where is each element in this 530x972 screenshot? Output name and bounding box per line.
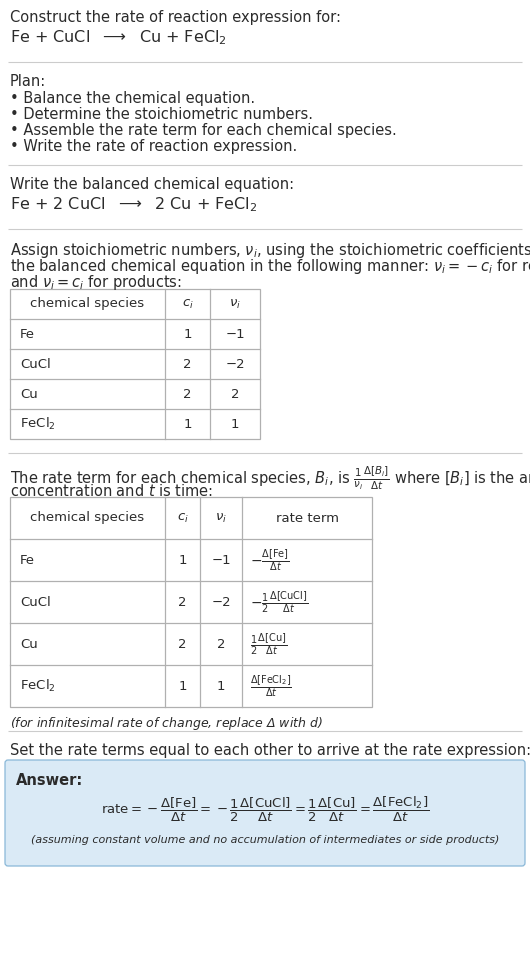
Text: $\nu_i$: $\nu_i$: [229, 297, 241, 310]
Text: • Assemble the rate term for each chemical species.: • Assemble the rate term for each chemic…: [10, 123, 397, 138]
Text: $\frac{1}{2}\frac{\Delta[\mathrm{Cu}]}{\Delta t}$: $\frac{1}{2}\frac{\Delta[\mathrm{Cu}]}{\…: [250, 631, 287, 657]
Text: (for infinitesimal rate of change, replace Δ with $d$): (for infinitesimal rate of change, repla…: [10, 715, 323, 732]
Text: • Write the rate of reaction expression.: • Write the rate of reaction expression.: [10, 139, 297, 154]
Text: 2: 2: [183, 388, 192, 400]
Text: $-\frac{1}{2}\frac{\Delta[\mathrm{CuCl}]}{\Delta t}$: $-\frac{1}{2}\frac{\Delta[\mathrm{CuCl}]…: [250, 589, 308, 615]
Text: CuCl: CuCl: [20, 358, 51, 370]
Text: 2: 2: [231, 388, 239, 400]
Text: Fe: Fe: [20, 553, 35, 567]
Text: Fe + CuCl  $\longrightarrow$  Cu + FeCl$_2$: Fe + CuCl $\longrightarrow$ Cu + FeCl$_2…: [10, 28, 227, 47]
Text: CuCl: CuCl: [20, 596, 51, 608]
Text: 2: 2: [183, 358, 192, 370]
Text: Cu: Cu: [20, 638, 38, 650]
Text: 1: 1: [217, 679, 225, 692]
Text: the balanced chemical equation in the following manner: $\nu_i = -c_i$ for react: the balanced chemical equation in the fo…: [10, 257, 530, 276]
Text: Fe + 2 CuCl  $\longrightarrow$  2 Cu + FeCl$_2$: Fe + 2 CuCl $\longrightarrow$ 2 Cu + FeC…: [10, 195, 257, 214]
Text: 1: 1: [183, 328, 192, 340]
Text: 2: 2: [217, 638, 225, 650]
Text: rate term: rate term: [276, 511, 339, 525]
Text: −2: −2: [225, 358, 245, 370]
FancyBboxPatch shape: [5, 760, 525, 866]
Text: and $\nu_i = c_i$ for products:: and $\nu_i = c_i$ for products:: [10, 273, 182, 292]
Text: • Balance the chemical equation.: • Balance the chemical equation.: [10, 91, 255, 106]
Text: Construct the rate of reaction expression for:: Construct the rate of reaction expressio…: [10, 10, 341, 25]
Text: • Determine the stoichiometric numbers.: • Determine the stoichiometric numbers.: [10, 107, 313, 122]
Text: 2: 2: [178, 638, 187, 650]
Text: (assuming constant volume and no accumulation of intermediates or side products): (assuming constant volume and no accumul…: [31, 835, 499, 845]
Text: 1: 1: [178, 553, 187, 567]
Text: concentration and $t$ is time:: concentration and $t$ is time:: [10, 483, 213, 499]
Text: Set the rate terms equal to each other to arrive at the rate expression:: Set the rate terms equal to each other t…: [10, 743, 530, 758]
Text: Plan:: Plan:: [10, 74, 46, 89]
Text: Cu: Cu: [20, 388, 38, 400]
Text: FeCl$_2$: FeCl$_2$: [20, 416, 56, 432]
Text: −1: −1: [225, 328, 245, 340]
Text: The rate term for each chemical species, $B_i$, is $\frac{1}{\nu_i}\frac{\Delta[: The rate term for each chemical species,…: [10, 465, 530, 493]
Text: Answer:: Answer:: [16, 773, 83, 788]
Text: 1: 1: [178, 679, 187, 692]
Text: $\nu_i$: $\nu_i$: [215, 511, 227, 525]
Text: chemical species: chemical species: [30, 511, 145, 525]
Text: −1: −1: [211, 553, 231, 567]
Text: 1: 1: [231, 418, 239, 431]
Text: $\frac{\Delta[\mathrm{FeCl_2}]}{\Delta t}$: $\frac{\Delta[\mathrm{FeCl_2}]}{\Delta t…: [250, 674, 292, 699]
Text: Assign stoichiometric numbers, $\nu_i$, using the stoichiometric coefficients, $: Assign stoichiometric numbers, $\nu_i$, …: [10, 241, 530, 260]
Text: $-\frac{\Delta[\mathrm{Fe}]}{\Delta t}$: $-\frac{\Delta[\mathrm{Fe}]}{\Delta t}$: [250, 547, 289, 573]
Text: 2: 2: [178, 596, 187, 608]
Text: $c_i$: $c_i$: [176, 511, 188, 525]
Bar: [10, 289, 260, 439]
Text: Write the balanced chemical equation:: Write the balanced chemical equation:: [10, 177, 294, 192]
Text: 1: 1: [183, 418, 192, 431]
Text: FeCl$_2$: FeCl$_2$: [20, 677, 56, 694]
Text: $c_i$: $c_i$: [182, 297, 193, 310]
Text: Fe: Fe: [20, 328, 35, 340]
Text: chemical species: chemical species: [30, 297, 145, 310]
Text: $\mathrm{rate} = -\dfrac{\Delta[\mathrm{Fe}]}{\Delta t} = -\dfrac{1}{2}\dfrac{\D: $\mathrm{rate} = -\dfrac{\Delta[\mathrm{…: [101, 795, 429, 824]
Bar: [10, 497, 372, 707]
Text: −2: −2: [211, 596, 231, 608]
